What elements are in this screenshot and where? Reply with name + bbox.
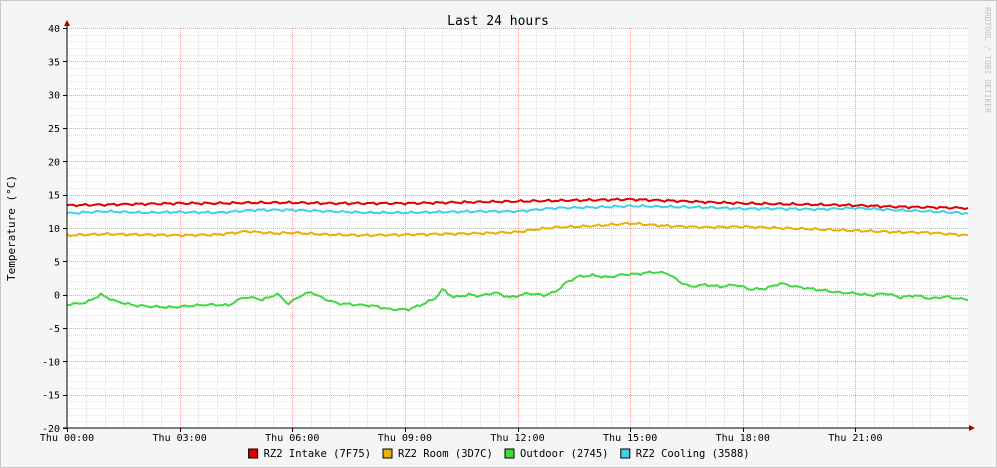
y-tick-label: 0 (54, 291, 60, 302)
watermark: RRDTOOL / TOBI OETIKER (983, 7, 992, 113)
x-axis-arrow (969, 425, 975, 431)
y-tick-label: 5 (54, 257, 60, 268)
x-tick-labels: Thu 00:00 Thu 03:00 Thu 06:00 Thu 09:00 Thu … (40, 428, 882, 444)
y-tick-label: 15 (48, 191, 60, 202)
x-tick-label: Thu 15:00 (603, 433, 657, 444)
y-tick-label: 30 (48, 91, 60, 102)
y-tick-label: -20 (42, 424, 60, 435)
x-tick-label: Thu 12:00 (490, 433, 544, 444)
series-line (66, 197, 969, 211)
y-tick-label: 35 (48, 57, 60, 68)
x-tick-label: Thu 21:00 (828, 433, 882, 444)
y-tick-labels: 40 35 30 25 20 15 10 5 0 -5 -10 -15 -20 (42, 24, 67, 435)
y-tick-label: -5 (48, 324, 60, 335)
series-line (66, 270, 969, 312)
x-tick-label: Thu 03:00 (153, 433, 207, 444)
x-tick-label: Thu 06:00 (265, 433, 319, 444)
y-tick-label: -15 (42, 391, 60, 402)
legend-swatch (504, 448, 515, 459)
series-line (66, 221, 969, 238)
y-tick-label: -10 (42, 357, 60, 368)
y-axis-label: Temperature (°C) (5, 175, 18, 281)
y-axis-arrow (64, 20, 70, 26)
x-tick-label: Thu 18:00 (716, 433, 770, 444)
legend-swatch (248, 448, 259, 459)
legend-swatch (382, 448, 393, 459)
y-tick-label: 20 (48, 157, 60, 168)
legend-label: RZ2 Room (3D7C) (398, 448, 493, 460)
x-tick-label: Thu 00:00 (40, 433, 94, 444)
legend-swatch (620, 448, 631, 459)
legend-label: RZ2 Cooling (3588) (636, 448, 750, 460)
y-tick-label: 40 (48, 24, 60, 35)
legend-label: RZ2 Intake (7F75) (264, 448, 371, 460)
legend: RZ2 Intake (7F75) RZ2 Room (3D7C) Outdoor … (248, 448, 750, 460)
x-tick-label: Thu 09:00 (378, 433, 432, 444)
chart-title: Last 24 hours (447, 14, 549, 29)
series-line (66, 203, 968, 215)
y-tick-label: 10 (48, 224, 60, 235)
axes (63, 20, 975, 431)
legend-label: Outdoor (2745) (520, 448, 609, 460)
y-tick-label: 25 (48, 124, 60, 135)
series-lines (66, 197, 969, 312)
